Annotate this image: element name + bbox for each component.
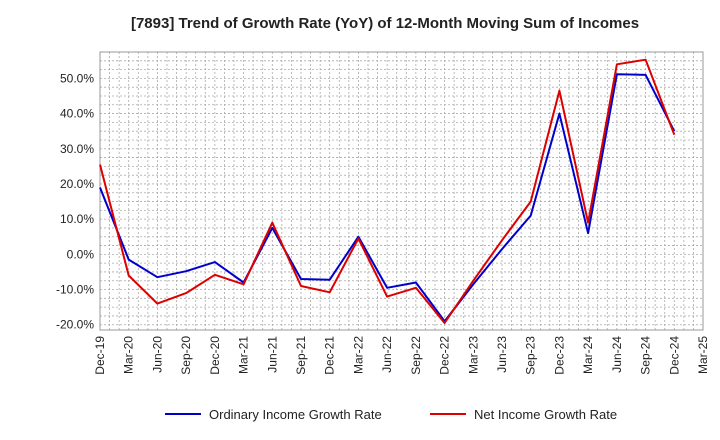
x-tick-label: Sep-21 — [294, 336, 308, 375]
x-axis: Dec-19 Mar-20 Jun-20 Sep-20 Dec-20 Mar-21 Jun-… — [93, 336, 710, 375]
x-tick-label: Mar-20 — [122, 336, 136, 374]
x-tick-label: Jun-22 — [380, 336, 394, 373]
series-line-1 — [99, 73, 676, 323]
x-tick-label: Sep-23 — [524, 336, 538, 375]
x-tick-label: Jun-20 — [150, 336, 164, 373]
series-lines — [99, 58, 676, 324]
x-tick-label: Mar-25 — [696, 336, 710, 374]
x-tick-label: Mar-24 — [581, 336, 595, 374]
x-tick-label: Dec-23 — [552, 336, 566, 375]
plot-area — [99, 51, 704, 331]
y-tick-label: -20.0% — [56, 318, 94, 332]
legend-label: Ordinary Income Growth Rate — [209, 407, 382, 422]
y-tick-label: 50.0% — [60, 71, 94, 85]
y-tick-label: 40.0% — [60, 107, 94, 121]
x-tick-label: Sep-24 — [639, 336, 653, 375]
grid — [100, 52, 703, 330]
x-tick-label: Dec-21 — [323, 336, 337, 375]
legend: Ordinary Income Growth Rate Net Income Gr… — [165, 407, 617, 422]
x-tick-label: Mar-22 — [351, 336, 365, 374]
x-tick-label: Dec-19 — [93, 336, 107, 375]
y-tick-label: 30.0% — [60, 142, 94, 156]
chart-title: [7893] Trend of Growth Rate (YoY) of 12-… — [131, 15, 639, 32]
y-tick-label: -10.0% — [56, 283, 94, 297]
x-tick-label: Dec-20 — [208, 336, 222, 375]
x-tick-label: Dec-24 — [667, 336, 681, 375]
x-tick-label: Jun-24 — [610, 336, 624, 373]
x-tick-label: Jun-23 — [495, 336, 509, 373]
x-tick-label: Dec-22 — [438, 336, 452, 375]
y-axis: 50.0% 40.0% 30.0% 20.0% 10.0% 0.0% -10.0% -20.0… — [56, 71, 94, 331]
y-tick-label: 0.0% — [67, 247, 95, 261]
y-tick-label: 20.0% — [60, 177, 94, 191]
x-tick-label: Jun-21 — [265, 336, 279, 373]
series-line-2 — [99, 58, 676, 324]
x-tick-label: Sep-22 — [409, 336, 423, 375]
x-tick-label: Mar-23 — [466, 336, 480, 374]
x-tick-label: Mar-21 — [237, 336, 251, 374]
legend-label: Net Income Growth Rate — [474, 407, 617, 422]
y-tick-label: 10.0% — [60, 212, 94, 226]
x-tick-label: Sep-20 — [179, 336, 193, 375]
